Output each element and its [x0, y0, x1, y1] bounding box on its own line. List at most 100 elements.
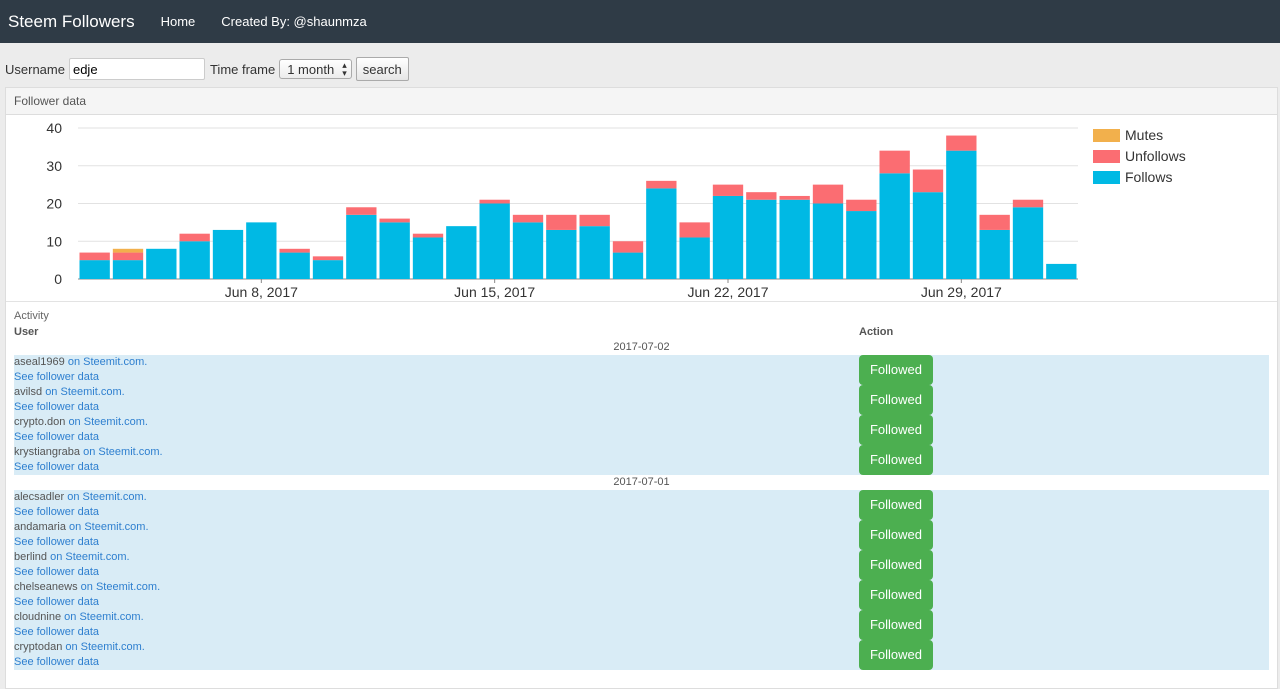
see-follower-data-link[interactable]: See follower data	[14, 401, 99, 413]
timeframe-selected-value: 1 month	[287, 61, 335, 77]
bar-follows	[212, 229, 244, 279]
username-text: aseal1969	[14, 356, 65, 368]
steemit-link[interactable]: on Steemit.com.	[45, 386, 125, 398]
followed-badge[interactable]: Followed	[859, 610, 933, 640]
see-follower-data-link[interactable]: See follower data	[14, 566, 99, 578]
username: krystiangraba on Steemit.com.	[14, 446, 163, 458]
bar-follows	[779, 199, 810, 279]
navbar: Steem Followers Home Created By: @shaunm…	[0, 0, 1280, 43]
username-input[interactable]	[68, 58, 205, 80]
select-arrows-icon: ▴ ▾	[342, 60, 347, 78]
bar-follows	[612, 252, 644, 279]
bar-unfollows	[979, 214, 1010, 230]
user-column-header: User	[14, 326, 39, 338]
see-follower-data-link[interactable]: See follower data	[14, 506, 99, 518]
bar-unfollows	[79, 252, 110, 261]
followed-badge[interactable]: Followed	[859, 355, 933, 385]
see-follower-data-link[interactable]: See follower data	[14, 626, 99, 638]
x-tick-label: Jun 29, 2017	[921, 284, 1002, 300]
username-label: Username	[5, 61, 65, 77]
bar-follows	[1046, 263, 1077, 279]
followed-badge[interactable]: Followed	[859, 385, 933, 415]
legend-swatch-unfollows	[1093, 150, 1120, 163]
bar-mutes	[112, 248, 144, 253]
bar-follows	[379, 222, 410, 279]
username-text: alecsadler	[14, 491, 65, 503]
username: cloudnine on Steemit.com.	[14, 611, 144, 623]
search-button[interactable]: search	[355, 57, 409, 81]
username-text: avilsd	[14, 386, 43, 398]
legend-label-mutes: Mutes	[1125, 127, 1163, 143]
steemit-link[interactable]: on Steemit.com.	[83, 446, 163, 458]
bar-unfollows	[1012, 199, 1044, 208]
steemit-link[interactable]: on Steemit.com.	[69, 521, 149, 533]
bar-follows	[746, 199, 777, 279]
bar-unfollows	[512, 214, 544, 223]
bar-unfollows	[812, 184, 844, 204]
username-text: cloudnine	[14, 611, 62, 623]
action-column-header: Action	[859, 326, 894, 338]
bar-unfollows	[612, 241, 644, 253]
bar-unfollows	[712, 184, 744, 196]
username: crypto.don on Steemit.com.	[14, 416, 148, 428]
y-tick-label: 0	[54, 271, 62, 287]
timeframe-select[interactable]: 1 month ▴ ▾	[279, 59, 352, 79]
followed-badge[interactable]: Followed	[859, 415, 933, 445]
y-tick-label: 10	[46, 233, 62, 249]
followed-badge[interactable]: Followed	[859, 640, 933, 670]
steemit-link[interactable]: on Steemit.com.	[68, 416, 148, 428]
bar-follows	[812, 203, 844, 279]
activity-row: avilsd on Steemit.com. See follower data…	[14, 385, 1269, 415]
activity-row: alecsadler on Steemit.com. See follower …	[14, 490, 1269, 520]
bar-unfollows	[579, 214, 610, 227]
see-follower-data-link[interactable]: See follower data	[14, 596, 99, 608]
legend-swatch-mutes	[1093, 129, 1120, 142]
bar-follows	[112, 260, 144, 279]
nav-created-by-link[interactable]: Created By: @shaunmza	[221, 14, 367, 29]
bar-unfollows	[846, 199, 877, 212]
steemit-link[interactable]: on Steemit.com.	[65, 641, 145, 653]
bar-unfollows	[379, 218, 410, 223]
divider	[6, 301, 1277, 302]
bar-follows	[312, 260, 344, 279]
steemit-link[interactable]: on Steemit.com.	[50, 551, 130, 563]
username-text: chelseanews	[14, 581, 78, 593]
bar-unfollows	[779, 195, 810, 200]
username: aseal1969 on Steemit.com.	[14, 356, 147, 368]
username: cryptodan on Steemit.com.	[14, 641, 145, 653]
see-follower-data-link[interactable]: See follower data	[14, 536, 99, 548]
activity-row: berlind on Steemit.com. See follower dat…	[14, 550, 1269, 580]
username: avilsd on Steemit.com.	[14, 386, 125, 398]
brand-link[interactable]: Steem Followers	[8, 11, 135, 31]
see-follower-data-link[interactable]: See follower data	[14, 371, 99, 383]
bar-follows	[479, 203, 510, 279]
bar-unfollows	[312, 256, 344, 261]
see-follower-data-link[interactable]: See follower data	[14, 431, 99, 443]
see-follower-data-link[interactable]: See follower data	[14, 656, 99, 668]
followed-badge[interactable]: Followed	[859, 520, 933, 550]
bar-follows	[1012, 207, 1044, 279]
nav-home-link[interactable]: Home	[160, 14, 196, 29]
steemit-link[interactable]: on Steemit.com.	[80, 581, 161, 593]
followed-badge[interactable]: Followed	[859, 445, 933, 475]
bar-follows	[146, 248, 177, 279]
followed-badge[interactable]: Followed	[859, 550, 933, 580]
followed-badge[interactable]: Followed	[859, 490, 933, 520]
username-text: krystiangraba	[14, 446, 81, 458]
activity-list: 2017-07-02 aseal1969 on Steemit.com. See…	[6, 340, 1277, 670]
steemit-link[interactable]: on Steemit.com.	[67, 356, 148, 368]
username-text: crypto.don	[14, 416, 66, 428]
bar-follows	[546, 229, 577, 279]
see-follower-data-link[interactable]: See follower data	[14, 461, 99, 473]
search-form: Username Time frame 1 month ▴▾ search	[0, 55, 1280, 83]
username: chelseanews on Steemit.com.	[14, 581, 160, 593]
followed-badge[interactable]: Followed	[859, 580, 933, 610]
bar-follows	[712, 195, 744, 279]
bar-follows	[979, 229, 1010, 279]
steemit-link[interactable]: on Steemit.com.	[67, 491, 147, 503]
steemit-link[interactable]: on Steemit.com.	[64, 611, 144, 623]
username: andamaria on Steemit.com.	[14, 521, 149, 533]
activity-row: krystiangraba on Steemit.com. See follow…	[14, 445, 1269, 475]
bar-follows	[246, 222, 277, 279]
bar-follows	[279, 252, 310, 279]
